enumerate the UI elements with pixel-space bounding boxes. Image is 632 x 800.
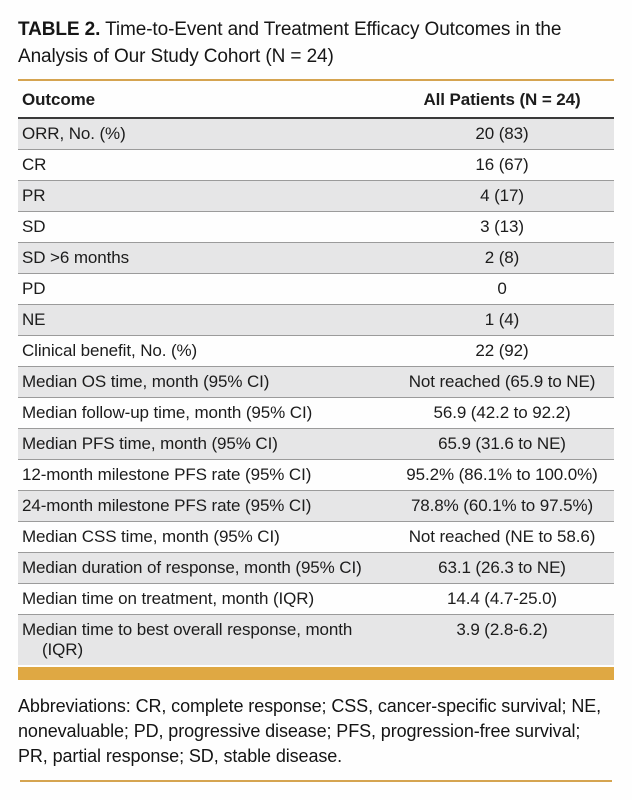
row-label: 24-month milestone PFS rate (95% CI) [22,496,312,515]
row-label: Median OS time, month (95% CI) [22,372,270,391]
table-row: PR 4 (17) [18,180,614,212]
row-value: 14.4 (4.7-25.0) [446,589,557,608]
table-title-text: Time-to-Event and Treatment Efficacy Out… [18,19,562,67]
column-header-all-patients: All Patients (N = 24) [390,81,614,119]
table-row: CR 16 (67) [18,150,614,181]
top-gold-rule [18,79,614,81]
table-row: Clinical benefit, No. (%) 22 (92) [18,336,614,367]
row-value: 3.9 (2.8-6.2) [456,620,548,639]
table-row: Median time to best overall response, mo… [18,614,614,665]
row-label: ORR, No. (%) [22,124,126,143]
outcomes-table: Outcome All Patients (N = 24) ORR, No. (… [18,81,614,665]
column-header-outcome: Outcome [18,81,390,119]
row-value: 63.1 (26.3 to NE) [438,558,566,577]
row-value: 65.9 (31.6 to NE) [438,434,566,453]
row-value: 56.9 (42.2 to 92.2) [433,403,571,422]
row-value: 2 (8) [484,248,520,267]
row-label: PR [22,186,46,205]
row-value: Not reached (NE to 58.6) [408,527,596,546]
table-title-number: TABLE 2. [18,19,101,40]
table-row: Median duration of response, month (95% … [18,552,614,584]
row-label: Median follow-up time, month (95% CI) [22,403,313,422]
row-value: 16 (67) [475,155,529,174]
table-row: Median time on treatment, month (IQR) 14… [18,584,614,615]
row-label: Median time on treatment, month (IQR) [22,589,315,608]
table-row: Median OS time, month (95% CI) Not reach… [18,366,614,398]
row-value: 78.8% (60.1% to 97.5%) [410,496,594,515]
row-value: 1 (4) [484,310,520,329]
abbreviations-footnote: Abbreviations: CR, complete response; CS… [18,696,602,766]
row-label: CR [22,155,47,174]
bottom-gold-bar [18,667,614,680]
row-label: NE [22,310,46,329]
paper-table-2: TABLE 2. Time-to-Event and Treatment Eff… [18,16,614,782]
table-row: Median CSS time, month (95% CI) Not reac… [18,522,614,553]
table-title: TABLE 2. Time-to-Event and Treatment Eff… [18,16,614,70]
row-label: PD [22,279,46,298]
table-row: 12-month milestone PFS rate (95% CI) 95.… [18,460,614,491]
bottom-gold-rule [20,780,612,782]
row-value: 0 [497,279,507,298]
table-row: ORR, No. (%) 20 (83) [18,118,614,150]
row-value: 95.2% (86.1% to 100.0%) [406,465,598,484]
table-header-row: Outcome All Patients (N = 24) [18,81,614,119]
row-label: Median CSS time, month (95% CI) [22,527,280,546]
row-value: 22 (92) [475,341,529,360]
row-value: 4 (17) [480,186,524,205]
table-row: SD >6 months 2 (8) [18,242,614,274]
row-label: Median time to best overall response, mo… [22,620,353,659]
table-row: PD 0 [18,274,614,305]
table-row: SD 3 (13) [18,212,614,243]
row-label: 12-month milestone PFS rate (95% CI) [22,465,312,484]
row-label: SD >6 months [22,248,129,267]
table-row: 24-month milestone PFS rate (95% CI) 78.… [18,490,614,522]
row-label: Median duration of response, month (95% … [22,558,362,577]
table-row: Median PFS time, month (95% CI) 65.9 (31… [18,428,614,460]
row-label: Median PFS time, month (95% CI) [22,434,278,453]
table-row: NE 1 (4) [18,304,614,336]
table-row: Median follow-up time, month (95% CI) 56… [18,398,614,429]
row-label: Clinical benefit, No. (%) [22,341,198,360]
row-value: 3 (13) [480,217,524,236]
row-value: 20 (83) [475,124,529,143]
row-value: Not reached (65.9 to NE) [408,372,596,391]
row-label: SD [22,217,46,236]
